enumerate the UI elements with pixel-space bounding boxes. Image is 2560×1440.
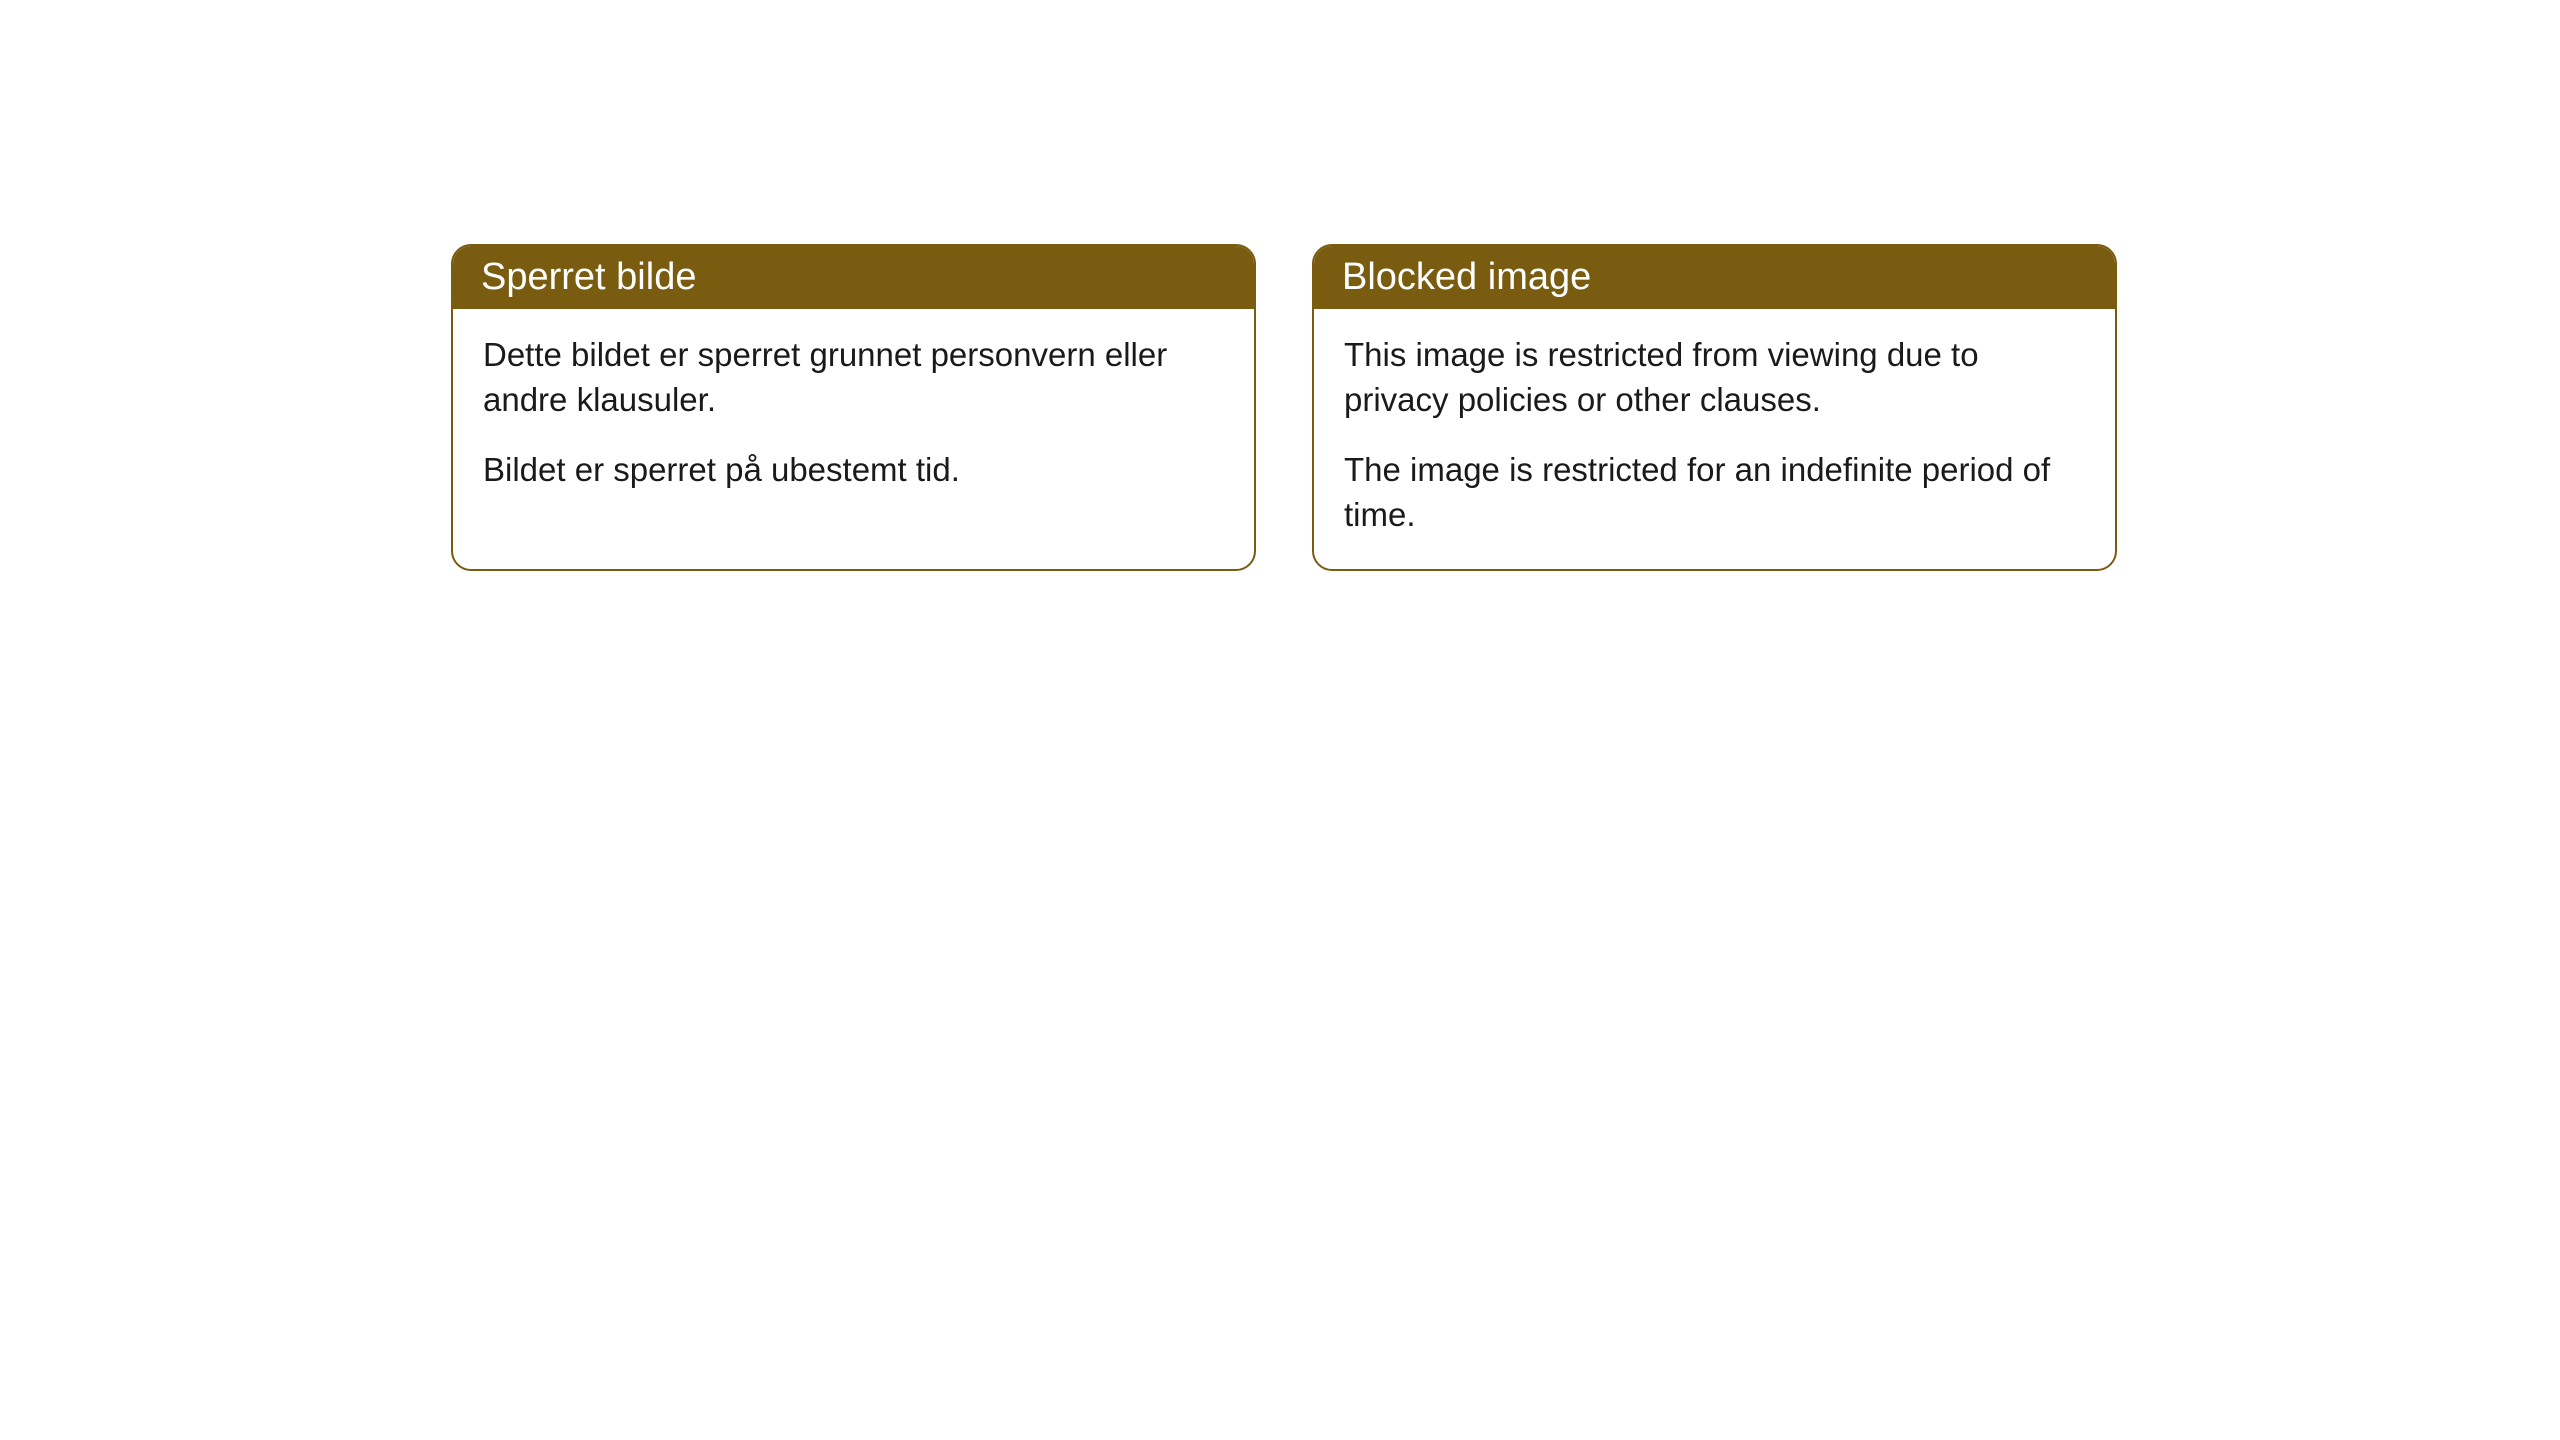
card-paragraph: Bildet er sperret på ubestemt tid. bbox=[483, 448, 1224, 493]
card-paragraph: The image is restricted for an indefinit… bbox=[1344, 448, 2085, 537]
notice-cards-container: Sperret bilde Dette bildet er sperret gr… bbox=[451, 244, 2117, 571]
card-header: Sperret bilde bbox=[453, 246, 1254, 309]
notice-card-english: Blocked image This image is restricted f… bbox=[1312, 244, 2117, 571]
notice-card-norwegian: Sperret bilde Dette bildet er sperret gr… bbox=[451, 244, 1256, 571]
card-header: Blocked image bbox=[1314, 246, 2115, 309]
card-title: Sperret bilde bbox=[481, 256, 696, 298]
card-paragraph: This image is restricted from viewing du… bbox=[1344, 333, 2085, 422]
card-title: Blocked image bbox=[1342, 256, 1591, 298]
card-body: This image is restricted from viewing du… bbox=[1314, 309, 2115, 569]
card-body: Dette bildet er sperret grunnet personve… bbox=[453, 309, 1254, 525]
card-paragraph: Dette bildet er sperret grunnet personve… bbox=[483, 333, 1224, 422]
